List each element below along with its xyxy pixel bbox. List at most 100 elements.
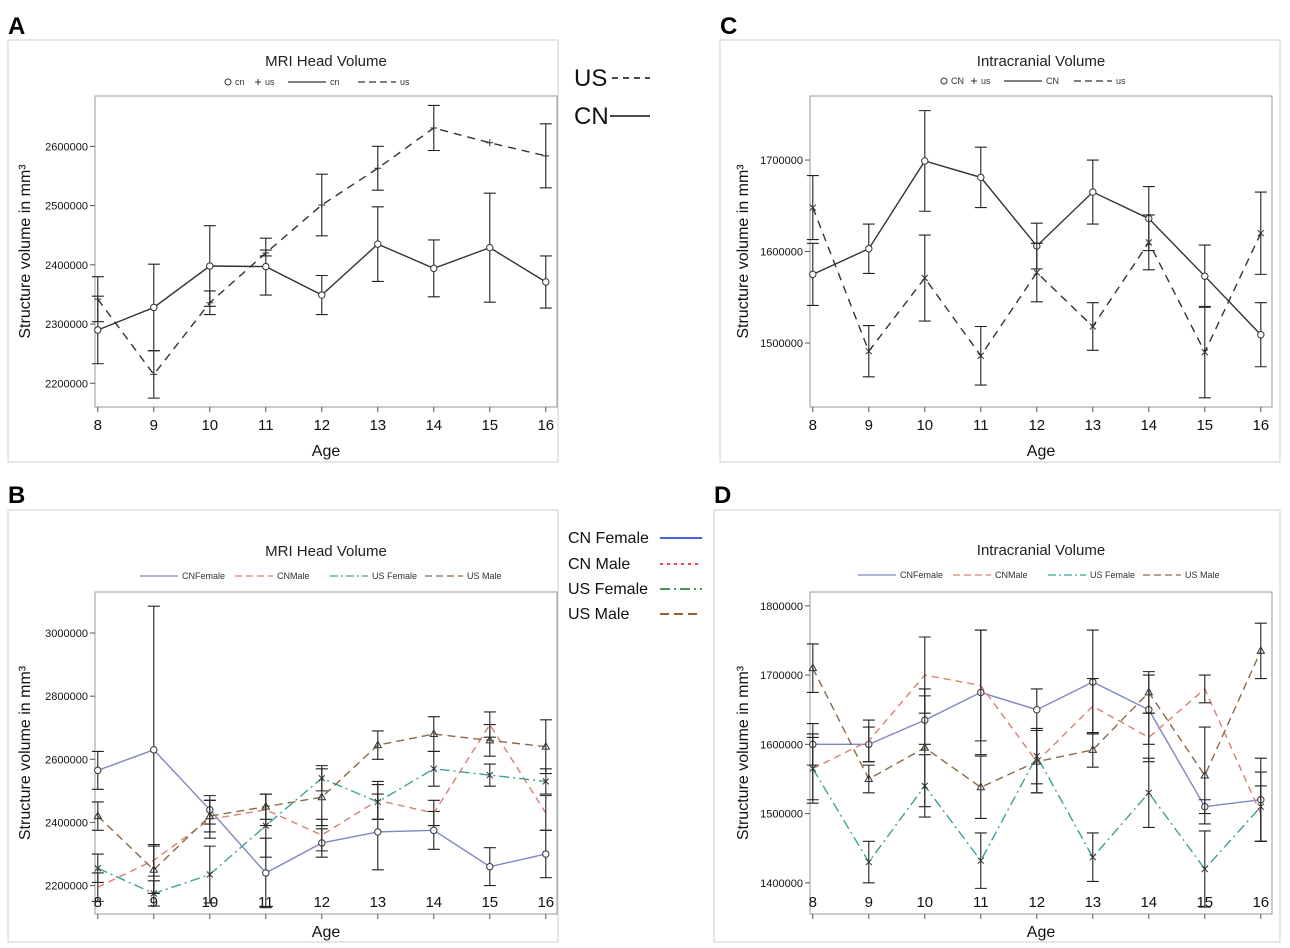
panel-letter: A [8, 13, 25, 40]
data-point [262, 249, 270, 257]
data-point [1089, 188, 1097, 196]
legend-label: US Female [372, 571, 417, 581]
y-tick-label: 1600000 [760, 247, 803, 259]
data-point [865, 347, 873, 355]
data-point [94, 295, 102, 303]
data-point [1145, 238, 1153, 246]
x-axis-label: Age [312, 924, 341, 941]
legend-item: US Male [1143, 570, 1220, 580]
data-point [865, 858, 873, 866]
legend-item: US Male [425, 571, 502, 581]
side-legend-label: CN [574, 103, 609, 130]
error-bar [539, 719, 552, 775]
x-tick-label: 13 [369, 417, 386, 434]
data-point [1201, 272, 1209, 280]
data-point [1089, 323, 1097, 330]
panel-frame [719, 39, 1281, 463]
legend-marker-plus-icon [971, 78, 977, 84]
error-bar [974, 629, 987, 742]
series-us [806, 175, 1267, 399]
error-bar [918, 688, 931, 808]
series-line [812, 207, 1262, 358]
y-tick-label: 2200000 [45, 881, 88, 893]
series-us-male [806, 622, 1267, 825]
data-point [976, 782, 986, 791]
data-point [542, 850, 550, 858]
x-axis-label: Age [1027, 924, 1056, 941]
x-axis-label: Age [1027, 443, 1056, 460]
x-tick-label: 14 [1140, 894, 1157, 911]
y-tick-label: 1800000 [760, 601, 803, 613]
x-tick-label: 16 [537, 417, 554, 434]
data-point [150, 370, 158, 378]
data-point [261, 801, 271, 810]
legend-label: cn [235, 77, 245, 87]
x-tick-label: 10 [201, 417, 218, 434]
data-point [1145, 789, 1153, 797]
data-point [430, 765, 438, 773]
y-axis-label: Structure volume in mm³ [735, 665, 752, 840]
x-tick-label: 12 [313, 417, 330, 434]
series-us-male [91, 716, 552, 895]
error-bar [1142, 712, 1155, 763]
x-tick-label: 9 [865, 417, 873, 434]
data-point [486, 862, 494, 871]
series-cn [806, 110, 1267, 368]
data-point [921, 274, 929, 282]
legend-marker-circle-icon [940, 77, 948, 85]
data-point [865, 245, 873, 253]
y-tick-label: 2400000 [45, 260, 88, 272]
plot-area [809, 95, 1273, 408]
side-legend-item: US [574, 65, 650, 92]
data-point [262, 869, 270, 877]
data-point [920, 742, 930, 751]
x-tick-label: 9 [150, 417, 158, 434]
panel-letter: B [8, 482, 25, 509]
x-tick-label: 11 [258, 417, 274, 434]
legend-item: cn [224, 77, 245, 87]
error-bar [315, 768, 328, 827]
legend-label: CNFemale [900, 570, 943, 580]
x-tick-label: 11 [973, 417, 989, 434]
series-line [97, 723, 547, 888]
data-point [1257, 331, 1265, 339]
data-point [374, 164, 382, 172]
y-axis-label: Structure volume in mm³ [735, 164, 752, 339]
y-axis-label: Structure volume in mm³ [17, 164, 34, 339]
figure-panels: A MRI Head Volume cn us cn us 2200000 2300000 24… [7, 13, 1281, 943]
legend-item: CNFemale [858, 570, 943, 580]
data-point [374, 798, 382, 806]
data-point [318, 201, 326, 209]
x-tick-label: 12 [1028, 894, 1045, 911]
x-tick-label: 10 [916, 417, 933, 434]
legend-item: CNFemale [140, 571, 225, 581]
data-point [1088, 744, 1098, 753]
data-point [149, 864, 159, 873]
data-point [1256, 645, 1266, 654]
side-legend-item: CN Male [568, 556, 702, 573]
legend-item: CNMale [953, 570, 1028, 580]
chart-title: MRI Head Volume [265, 53, 387, 70]
x-tick-label: 8 [809, 894, 817, 911]
error-bar [427, 799, 440, 827]
y-tick-label: 2200000 [45, 378, 88, 390]
data-point [1257, 229, 1265, 237]
data-point [808, 663, 818, 672]
legend-label: CN [1046, 76, 1059, 86]
x-tick-label: 16 [537, 894, 554, 911]
error-bar [539, 795, 552, 831]
side-legend-label: CN Female [568, 530, 649, 547]
x-tick-label: 14 [425, 417, 442, 434]
plot-area [94, 95, 558, 408]
x-tick-label: 13 [1084, 417, 1101, 434]
error-bar [862, 764, 875, 794]
data-point [1033, 706, 1041, 714]
chart-panel-c: C Intracranial Volume CN us CN us 1500000 16000… [719, 13, 1281, 463]
series-us [91, 104, 552, 399]
y-tick-label: 2500000 [45, 201, 88, 213]
data-point [485, 735, 495, 744]
data-point [542, 278, 550, 286]
data-point [486, 243, 494, 252]
data-point [206, 262, 214, 270]
x-tick-label: 13 [369, 894, 386, 911]
